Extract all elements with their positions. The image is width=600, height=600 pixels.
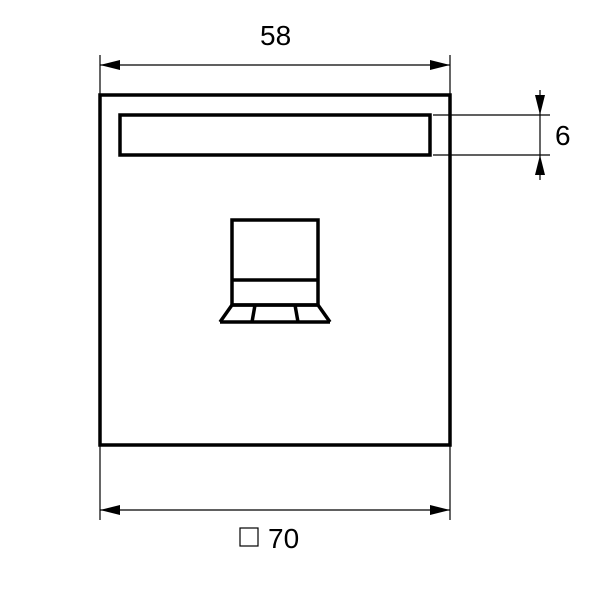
technical-drawing: 58 6 70 xyxy=(0,0,600,600)
port-opening xyxy=(232,220,318,305)
dimension-arrow-icon xyxy=(100,60,120,70)
port-divider xyxy=(252,305,255,322)
dimension-label-right: 6 xyxy=(555,120,571,151)
dimension-arrow-icon xyxy=(535,95,545,115)
dimension-arrow-icon xyxy=(535,155,545,175)
label-window xyxy=(120,115,430,155)
port-base-trapezoid xyxy=(220,305,330,322)
dimension-label-bottom: 70 xyxy=(268,523,299,554)
dimension-arrow-icon xyxy=(430,505,450,515)
faceplate-outline xyxy=(100,95,450,445)
port-divider xyxy=(295,305,298,322)
dimension-arrow-icon xyxy=(100,505,120,515)
dimension-arrow-icon xyxy=(430,60,450,70)
dimension-label-top: 58 xyxy=(260,20,291,51)
square-dimension-icon xyxy=(240,528,258,546)
